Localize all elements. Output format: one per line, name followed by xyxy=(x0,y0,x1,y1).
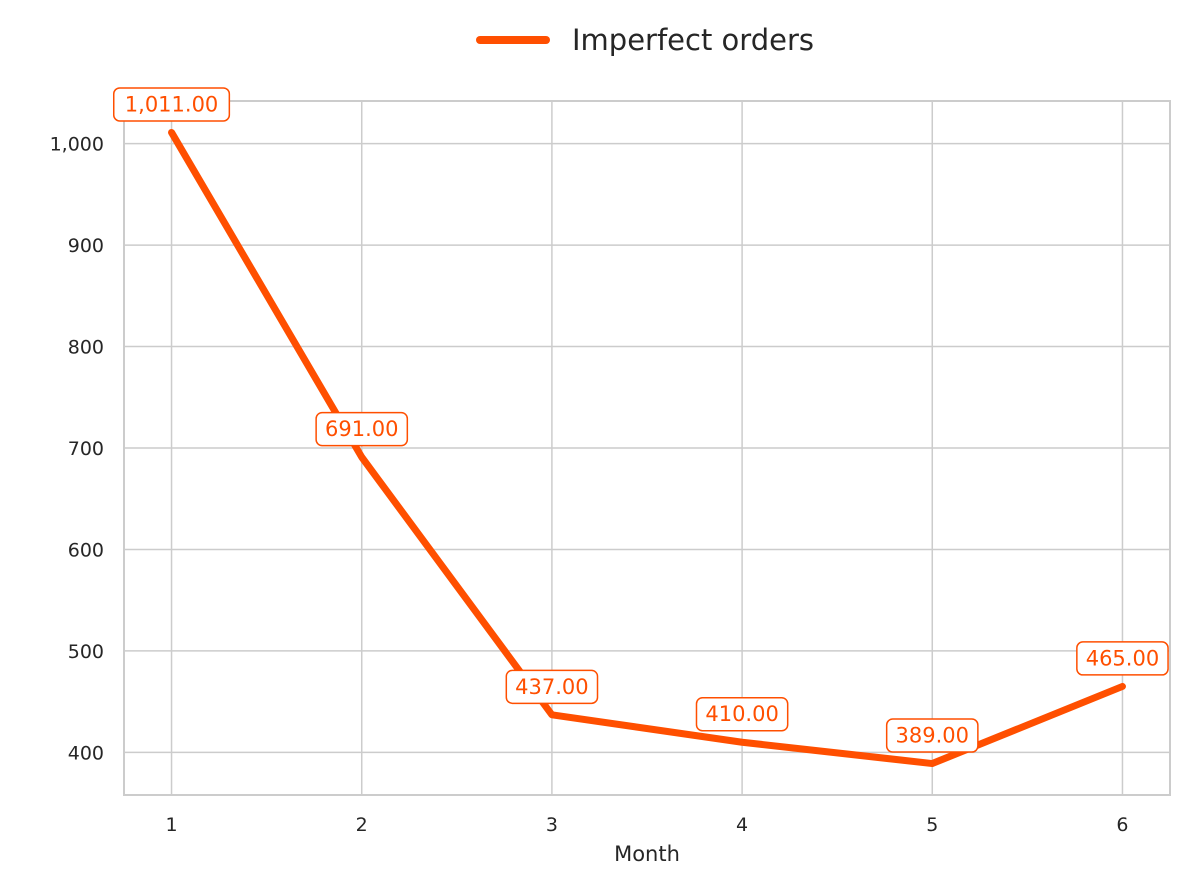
y-tick-label: 500 xyxy=(68,641,104,663)
x-tick-label: 6 xyxy=(1116,814,1128,836)
data-label: 410.00 xyxy=(695,696,789,732)
data-label-box xyxy=(885,718,979,753)
axes: 1 2 3 4 5 6 400 500 600 700 800 900 1,000 Month xyxy=(50,100,1171,866)
data-label: 1,011.00 xyxy=(112,87,231,122)
y-tick-label: 1,000 xyxy=(50,134,104,156)
data-label-text: 465.00 xyxy=(1086,646,1159,670)
data-labels: 1,011.00 691.00 437.00 410.00 389.00 465.00 xyxy=(112,87,1169,753)
data-label-box xyxy=(1076,641,1169,676)
x-tick-label: 5 xyxy=(926,814,938,836)
x-axis-title: Month xyxy=(614,842,680,866)
x-tick-label: 2 xyxy=(356,814,368,836)
data-label-text: 1,011.00 xyxy=(125,92,219,116)
data-label-box xyxy=(505,669,599,705)
x-tick-label: 4 xyxy=(736,814,748,836)
y-tick-label: 800 xyxy=(68,337,104,359)
grid-lines xyxy=(124,101,1170,795)
data-label: 389.00 xyxy=(885,718,979,753)
y-tick-label: 600 xyxy=(68,539,104,561)
y-tick-label: 700 xyxy=(68,438,104,460)
legend-label: Imperfect orders xyxy=(572,23,814,57)
y-tick-label: 900 xyxy=(68,235,104,257)
data-label-box xyxy=(112,87,231,122)
data-label-text: 437.00 xyxy=(515,675,588,699)
data-label-box xyxy=(695,696,789,732)
data-label-box xyxy=(315,411,409,447)
data-label-text: 691.00 xyxy=(325,417,398,441)
data-label: 465.00 xyxy=(1076,641,1169,676)
data-label: 691.00 xyxy=(315,411,409,447)
plot-frame xyxy=(123,100,1171,796)
x-tick-label: 1 xyxy=(165,814,177,836)
x-tick-label: 3 xyxy=(546,814,558,836)
data-label-text: 410.00 xyxy=(705,702,778,726)
data-label: 437.00 xyxy=(505,669,599,705)
y-tick-label: 400 xyxy=(68,742,104,764)
data-label-text: 389.00 xyxy=(896,724,969,748)
legend: Imperfect orders xyxy=(476,23,814,57)
